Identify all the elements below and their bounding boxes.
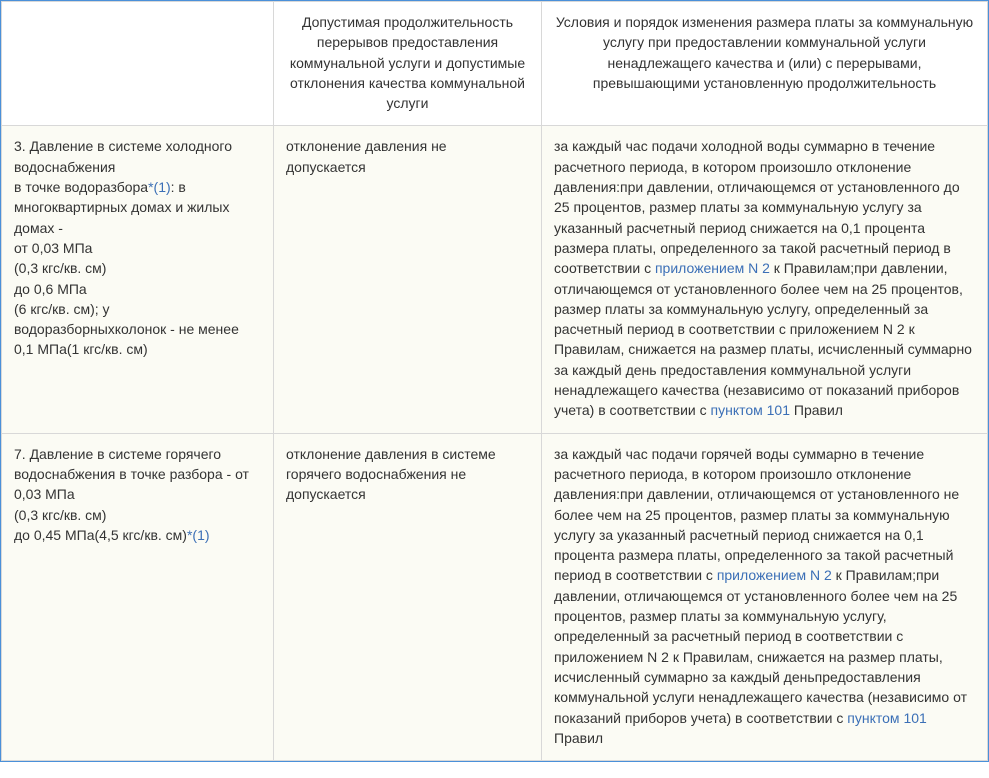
clause-link[interactable]: пунктом 101 (847, 710, 927, 726)
header-col-1 (2, 2, 274, 126)
text: за каждый час подачи холодной воды сумма… (554, 138, 960, 276)
text: до 0,6 МПа (14, 281, 87, 297)
table-header-row: Допустимая продолжительность перерывов п… (2, 2, 988, 126)
regulation-table: Допустимая продолжительность перерывов п… (1, 1, 988, 761)
text: к Правилам;при давлении, отличающемся от… (554, 260, 972, 418)
cell-allowed-deviation: отклонение давления не допускается (274, 126, 542, 433)
appendix-link[interactable]: приложением N 2 (717, 567, 832, 583)
text: Правил (790, 402, 843, 418)
appendix-link[interactable]: приложением N 2 (655, 260, 770, 276)
clause-link[interactable]: пунктом 101 (711, 402, 791, 418)
table-row: 3. Давление в системе холодного водоснаб… (2, 126, 988, 433)
text: (6 кгс/кв. см); у водоразборныхколонок -… (14, 301, 239, 358)
text: в точке водоразбора (14, 179, 148, 195)
cell-indicator: 7. Давление в системе горячего водоснабж… (2, 433, 274, 760)
text: от 0,03 МПа (14, 240, 92, 256)
text: 7. Давление в системе горячего водоснабж… (14, 446, 249, 503)
cell-payment-change: за каждый час подачи горячей воды суммар… (542, 433, 988, 760)
text: за каждый час подачи горячей воды суммар… (554, 446, 959, 584)
cell-allowed-deviation: отклонение давления в системе горячего в… (274, 433, 542, 760)
cell-payment-change: за каждый час подачи холодной воды сумма… (542, 126, 988, 433)
text: 3. Давление в системе холодного водоснаб… (14, 138, 232, 174)
header-col-3: Условия и порядок изменения размера плат… (542, 2, 988, 126)
text: (0,3 кгс/кв. см) (14, 260, 106, 276)
footnote-link[interactable]: *(1) (148, 179, 171, 195)
text: Правил (554, 730, 603, 746)
table-row: 7. Давление в системе горячего водоснабж… (2, 433, 988, 760)
footnote-link[interactable]: *(1) (187, 527, 210, 543)
text: до 0,45 МПа(4,5 кгс/кв. см) (14, 527, 187, 543)
cell-indicator: 3. Давление в системе холодного водоснаб… (2, 126, 274, 433)
document-frame: Допустимая продолжительность перерывов п… (0, 0, 989, 762)
header-col-2: Допустимая продолжительность перерывов п… (274, 2, 542, 126)
text: (0,3 кгс/кв. см) (14, 507, 106, 523)
text: к Правилам;при давлении, отличающемся от… (554, 567, 967, 725)
